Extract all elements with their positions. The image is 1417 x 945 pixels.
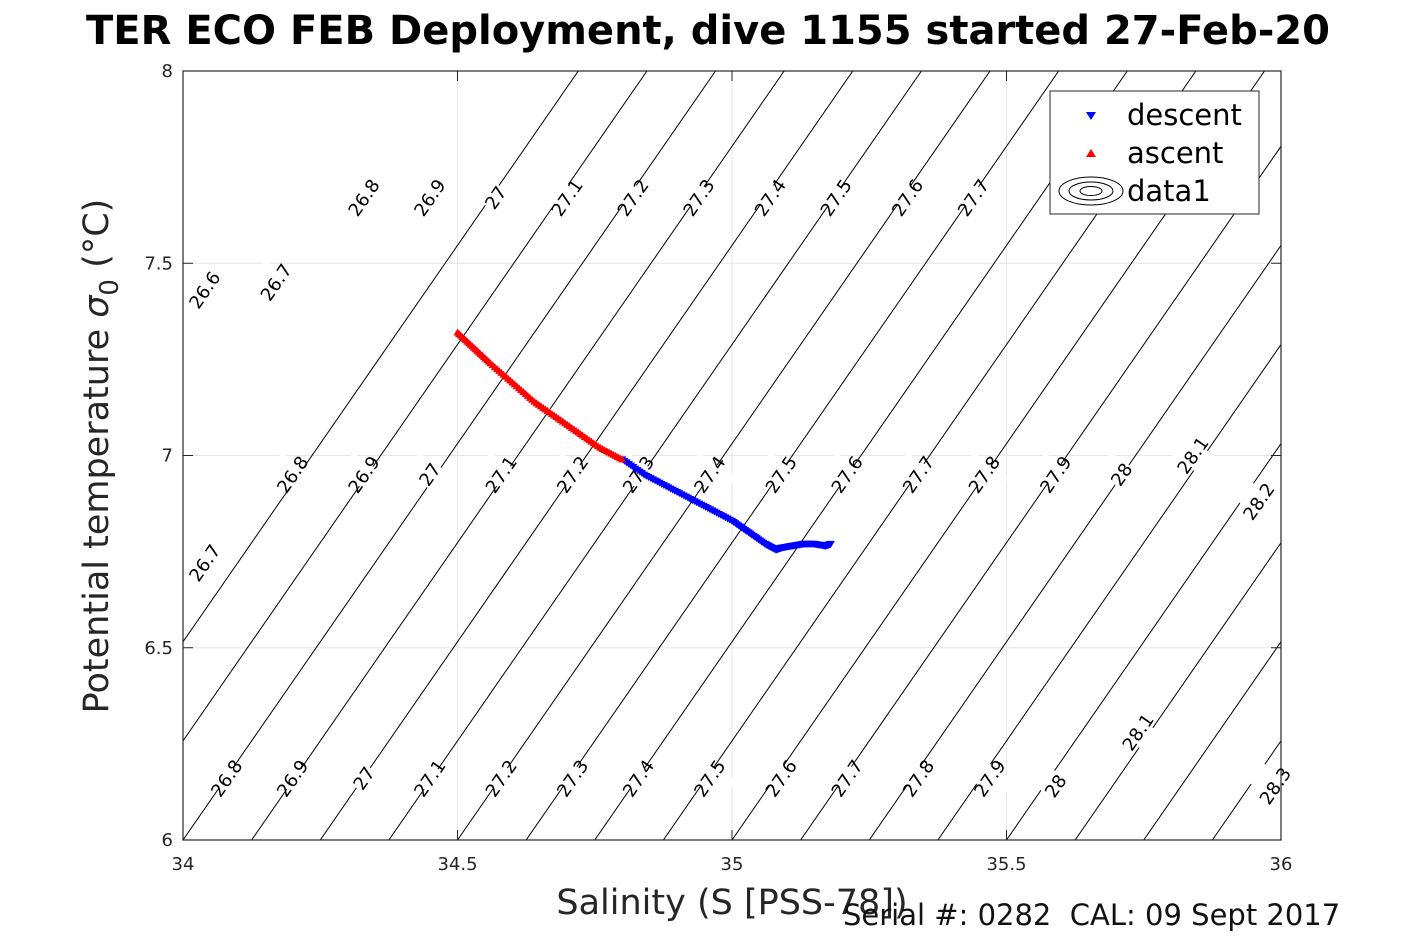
y-axis-label-symbol: σ: [77, 294, 117, 318]
isopycnal-label-bg: [685, 452, 735, 498]
series-descent: [618, 456, 835, 554]
isopycnal-label-bg: [756, 452, 807, 498]
data-point: [618, 455, 627, 463]
y-tick-label: 6: [162, 830, 173, 851]
legend-ascent-marker: [1086, 149, 1096, 157]
isopycnal-label-bg: [893, 756, 944, 801]
isopycnal-label-bg: [339, 452, 390, 498]
isopycnal-label-bg: [547, 756, 598, 801]
isopycnal-label-bg: [745, 175, 796, 221]
x-tick-label: 35.5: [986, 854, 1026, 875]
isopycnal-label-bg: [959, 452, 1010, 498]
legend: descent ascent data1: [1049, 90, 1260, 215]
data-point: [826, 540, 835, 548]
isopycnal-label-bg: [1030, 452, 1081, 498]
y-axis-label-text: Potential temperature: [77, 318, 117, 714]
isopycnal-label-bg: [542, 175, 593, 221]
isopycnal-label-bg: [1113, 709, 1164, 755]
isopycnal-line: [1074, 541, 1281, 840]
serial-calibration-note: Serial #: 0282 CAL: 09 Sept 2017: [843, 898, 1341, 932]
isopycnal-label-bg: [674, 175, 724, 221]
x-tick-label: 36: [1270, 854, 1293, 875]
x-tick-label: 34.5: [437, 854, 477, 875]
isopycnal-label-bg: [405, 756, 455, 801]
isopycnal-label-bg: [822, 452, 873, 498]
y-axis-label-subscript: 0: [95, 279, 125, 296]
isopycnal-label-bg: [882, 175, 933, 221]
isopycnal-label-bg: [822, 756, 873, 801]
isopycnal-label-bg: [251, 260, 302, 305]
y-axis-label-unit: (°C): [77, 199, 117, 279]
isopycnal-label-bg: [685, 756, 735, 801]
legend-descent-label: descent: [1127, 98, 1242, 132]
y-tick-label: 6.5: [144, 638, 173, 659]
isopycnal-line: [1143, 640, 1281, 840]
isopycnal-label-bg: [267, 452, 318, 498]
isopycnal-label-bg: [948, 175, 999, 221]
x-tick-label: 34: [172, 854, 195, 875]
isopycnal-label-bg: [471, 175, 521, 221]
x-axis-label: Salinity (S [PSS-78]): [556, 883, 907, 923]
isopycnal-label-bg: [608, 175, 659, 221]
isopycnal-label-bg: [893, 452, 944, 498]
isopycnal-label-bg: [267, 756, 318, 801]
isopycnal-labels: 26.6 26.726.8 26.9 27 27.1 27.2 27.3 27.4 27.5 27…: [180, 175, 1301, 809]
isopycnal-label-bg: [339, 756, 390, 801]
isopycnal-label-bg: [476, 756, 527, 801]
isopycnal-label-bg: [1096, 452, 1147, 498]
isopycnal-line: [1280, 839, 1281, 840]
isopycnal-line: [594, 71, 1128, 840]
isopycnal-label-bg: [811, 175, 862, 221]
legend-contour-icon: [1058, 176, 1124, 206]
isopycnal-label-bg: [180, 267, 230, 313]
x-tick-label: 35: [721, 854, 744, 875]
isopycnal-label-bg: [405, 175, 455, 221]
legend-box: [1049, 90, 1260, 215]
data-series: [453, 328, 835, 554]
isopycnal-label-bg: [202, 756, 252, 801]
isopycnal-label-bg: [339, 175, 390, 221]
y-tick-label: 8: [162, 61, 173, 82]
axis-ticks: 34 34.5 35 35.5 36 6 6.5 7 7.5 8: [144, 61, 1292, 875]
isopycnal-label-bg: [756, 756, 807, 801]
isopycnal-label-bg: [405, 452, 455, 498]
isopycnal-label-bg: [613, 756, 664, 801]
isopycnal-label-bg: [476, 452, 527, 498]
y-tick-label: 7: [162, 446, 173, 467]
chart-title: TER ECO FEB Deployment, dive 1155 starte…: [86, 8, 1330, 54]
y-axis-label: Potential temperature σ0 (°C): [77, 199, 125, 714]
isopycnal-label-bg: [1250, 763, 1301, 809]
isopycnal-label-bg: [1168, 433, 1219, 478]
isopycnal-line: [868, 244, 1281, 840]
isopycnal-line: [1350, 71, 1417, 840]
legend-contour-label: data1: [1127, 174, 1211, 208]
isopycnal-label-bg: [547, 452, 598, 498]
isopycnal-label-bg: [1030, 763, 1081, 809]
isopycnal-label-bg: [180, 540, 230, 586]
isopycnal-label-bg: [965, 756, 1015, 801]
legend-descent-marker: [1086, 112, 1096, 120]
isopycnal-label-bg: [1234, 479, 1284, 525]
legend-ascent-label: ascent: [1127, 136, 1223, 170]
series-ascent: [453, 328, 627, 463]
y-tick-label: 7.5: [144, 253, 173, 274]
